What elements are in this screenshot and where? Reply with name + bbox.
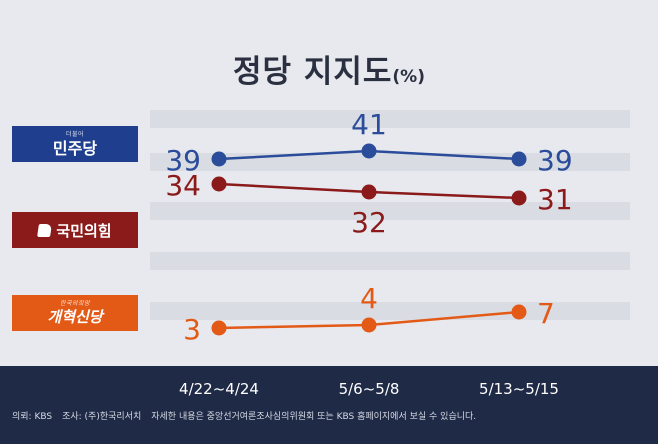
legend-reform: 한국의희망 개혁신당 — [12, 295, 138, 331]
legend-ppp: 국민의힘 — [12, 212, 138, 248]
grid-stripe — [150, 110, 630, 128]
data-point — [211, 320, 227, 336]
data-label: 32 — [351, 206, 387, 239]
data-point — [511, 304, 527, 320]
footnote: 의뢰: KBS 조사: (주)한국리서치 자세한 내용은 중앙선거여론조사심의위원회… — [12, 409, 652, 422]
x-tick-label: 4/22~4/24 — [179, 380, 259, 398]
legend-minjoo-prefix: 더불어 — [65, 131, 85, 138]
legend-minjoo: 더불어 민주당 — [12, 126, 138, 162]
data-label: 3 — [183, 313, 201, 346]
title-unit: (%) — [392, 67, 425, 87]
data-point — [511, 190, 527, 206]
data-label: 39 — [537, 144, 573, 177]
legend-reform-label: 개혁신당 — [47, 307, 103, 326]
data-point — [211, 151, 227, 167]
data-point — [361, 317, 377, 333]
data-label: 4 — [360, 282, 378, 315]
data-label: 34 — [165, 169, 201, 202]
data-point — [511, 151, 527, 167]
footnote-pollster: 조사: (주)한국리서치 — [62, 412, 142, 422]
legend-ppp-label: 국민의힘 — [56, 221, 112, 240]
title-text: 정당 지지도 — [233, 54, 393, 90]
x-tick-label: 5/6~5/8 — [338, 380, 400, 398]
footer-bar — [0, 366, 658, 444]
x-tick-label: 5/13~5/15 — [479, 380, 559, 398]
data-point — [361, 184, 377, 200]
legend-minjoo-label: 민주당 — [52, 139, 98, 158]
legend-reform-prefix: 한국의희망 — [59, 300, 91, 307]
data-label: 7 — [537, 297, 555, 330]
grid-stripe — [150, 202, 630, 220]
data-point — [211, 176, 227, 192]
grid-stripe — [150, 252, 630, 270]
data-label: 39 — [165, 144, 201, 177]
chart-title: 정당 지지도(%) — [0, 46, 658, 91]
footnote-notice: 자세한 내용은 중앙선거여론조사심의위원회 또는 KBS 홈페이지에서 보실 수… — [151, 412, 477, 422]
data-point — [361, 143, 377, 159]
data-label: 31 — [537, 183, 573, 216]
grid-stripe — [150, 302, 630, 320]
data-label: 41 — [351, 108, 387, 141]
footnote-client: 의뢰: KBS — [12, 412, 53, 422]
